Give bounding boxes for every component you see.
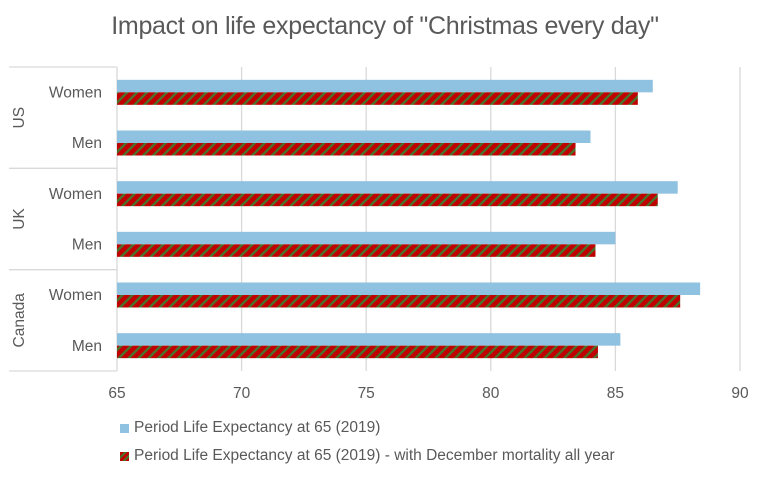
- bar-chart: US Women Men UK Women Men Canada Women Men 65 70 7…: [9, 66, 749, 402]
- group-label: US: [11, 107, 28, 129]
- gridlines: [240, 67, 741, 371]
- x-tick-label: 75: [358, 385, 375, 402]
- bar-december-mortality: [117, 92, 638, 105]
- bar-december-mortality: [117, 244, 596, 257]
- legend-swatch-hatched: [120, 451, 129, 461]
- legend: Period Life Expectancy at 65 (2019) Peri…: [120, 416, 615, 468]
- bar-baseline: [117, 79, 653, 93]
- chart-title: Impact on life expectancy of "Christmas …: [111, 12, 659, 40]
- category-label: Men: [72, 135, 102, 152]
- x-tick-label: 80: [482, 385, 500, 402]
- category-label: Women: [49, 287, 102, 304]
- category-axis-frame: [9, 66, 118, 372]
- category-label: Women: [49, 186, 102, 203]
- x-tick-label: 65: [108, 385, 125, 402]
- bar-baseline: [117, 231, 616, 245]
- group-label: UK: [11, 208, 28, 230]
- category-label: Women: [49, 84, 102, 101]
- legend-item-baseline: Period Life Expectancy at 65 (2019): [120, 416, 615, 440]
- bar-baseline: [117, 282, 701, 295]
- bar-baseline: [117, 181, 678, 194]
- x-tick-label: 70: [233, 385, 251, 402]
- bar-baseline: [117, 333, 621, 346]
- group-label: Canada: [11, 293, 28, 348]
- bar-december-mortality: [117, 345, 598, 359]
- legend-item-december: Period Life Expectancy at 65 (2019) - wi…: [120, 444, 615, 468]
- x-tick-label: 85: [607, 385, 624, 402]
- bar-baseline: [117, 130, 591, 143]
- bar-december-mortality: [117, 193, 658, 207]
- category-label: Men: [72, 236, 102, 253]
- legend-label: Period Life Expectancy at 65 (2019) - wi…: [134, 447, 615, 464]
- bar-december-mortality: [117, 143, 576, 156]
- x-tick-label: 90: [731, 385, 749, 402]
- legend-swatch-blue: [120, 423, 129, 433]
- category-label: Men: [72, 338, 102, 355]
- x-axis-tick-labels: 65 70 75 80 85 90: [108, 385, 749, 402]
- legend-label: Period Life Expectancy at 65 (2019): [134, 419, 381, 436]
- bar-december-mortality: [117, 295, 681, 308]
- category-labels: US Women Men UK Women Men Canada Women Men: [11, 84, 102, 354]
- bars: [117, 79, 701, 359]
